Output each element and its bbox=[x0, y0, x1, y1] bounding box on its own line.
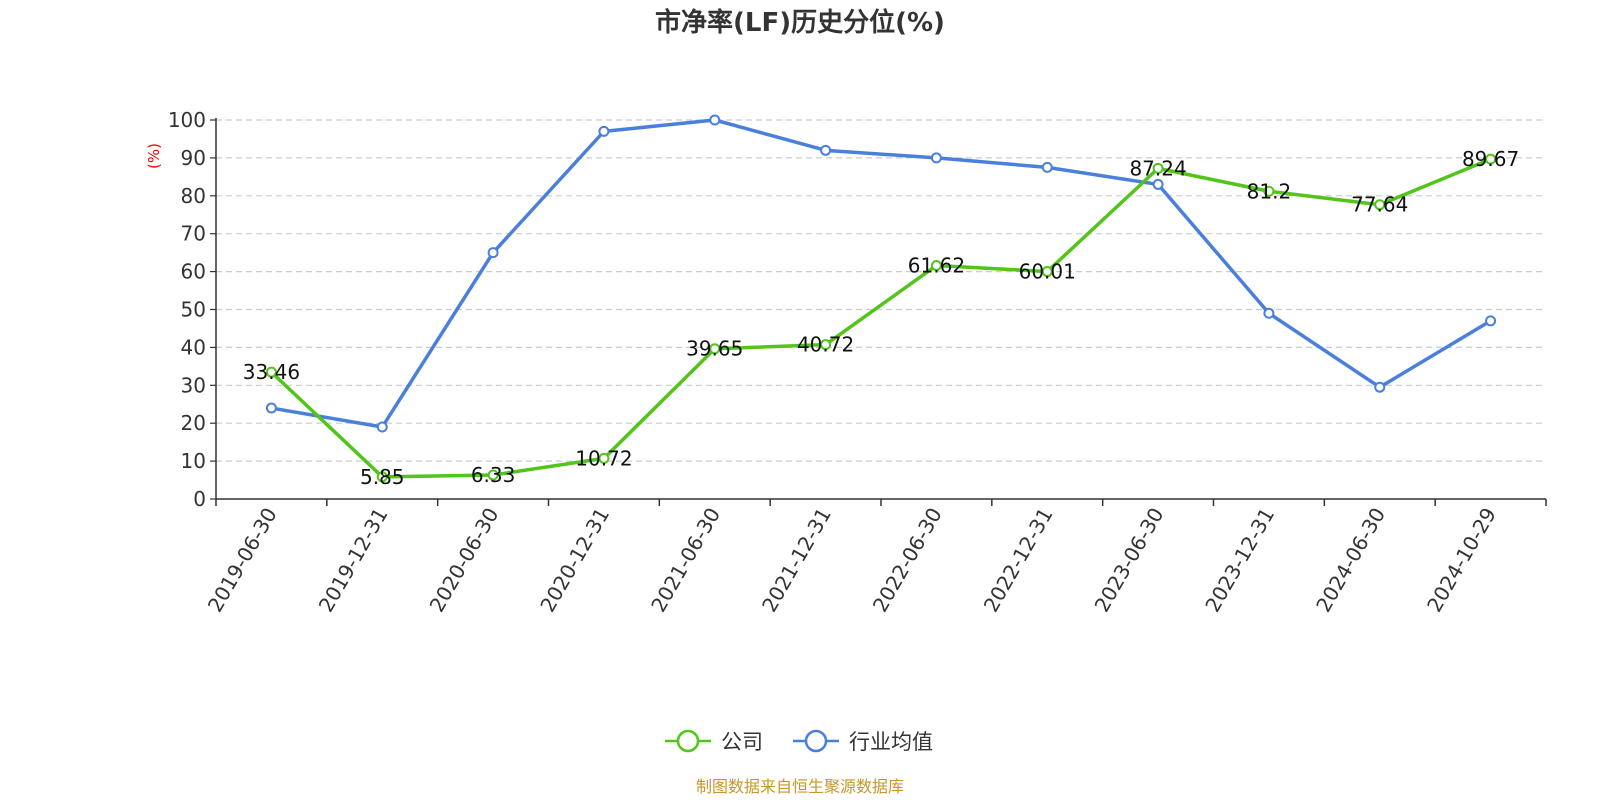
data-label: 39.65 bbox=[686, 337, 743, 361]
data-point[interactable] bbox=[1374, 381, 1386, 393]
data-label: 77.64 bbox=[1351, 193, 1408, 217]
data-label: 10.72 bbox=[575, 446, 632, 470]
data-label: 81.2 bbox=[1247, 179, 1292, 203]
data-label: 89.67 bbox=[1462, 147, 1519, 171]
data-point[interactable] bbox=[1263, 307, 1275, 319]
legend-label: 行业均值 bbox=[849, 730, 933, 754]
x-tick-label: 2020-12-31 bbox=[535, 504, 614, 617]
data-point[interactable] bbox=[1041, 161, 1053, 173]
y-tick-label: 20 bbox=[181, 411, 206, 435]
source-note: 制图数据来自恒生聚源数据库 bbox=[696, 777, 904, 796]
series-lines bbox=[265, 114, 1497, 483]
data-point[interactable] bbox=[265, 366, 277, 378]
series-line-1 bbox=[271, 118, 1492, 429]
data-point[interactable] bbox=[1485, 315, 1497, 327]
x-tick-label: 2021-06-30 bbox=[646, 504, 725, 617]
y-tick-label: 90 bbox=[181, 146, 206, 170]
y-tick-label: 50 bbox=[181, 298, 206, 322]
data-point[interactable] bbox=[1152, 178, 1164, 190]
data-point[interactable] bbox=[930, 152, 942, 164]
x-tick-label: 2019-12-31 bbox=[314, 504, 393, 617]
data-label: 5.85 bbox=[360, 465, 405, 489]
data-point[interactable] bbox=[1041, 266, 1053, 278]
legend[interactable]: 公司 行业均值 bbox=[665, 729, 933, 754]
series-line-0 bbox=[270, 157, 1492, 479]
legend-marker bbox=[676, 729, 700, 753]
data-point[interactable] bbox=[1485, 153, 1497, 165]
x-tick-label: 2022-06-30 bbox=[868, 504, 947, 617]
data-label: 6.33 bbox=[471, 463, 516, 487]
y-tick-label: 100 bbox=[168, 108, 206, 132]
x-tick-label: 2021-12-31 bbox=[757, 504, 836, 617]
data-point[interactable] bbox=[1374, 199, 1386, 211]
data-point[interactable] bbox=[376, 471, 388, 483]
data-label: 33.46 bbox=[243, 360, 300, 384]
data-label: 61.62 bbox=[908, 253, 965, 277]
data-point[interactable] bbox=[1263, 185, 1275, 197]
x-tick-label: 2024-06-30 bbox=[1311, 504, 1390, 617]
data-point[interactable] bbox=[487, 247, 499, 259]
y-tick-label: 70 bbox=[181, 222, 206, 246]
data-point[interactable] bbox=[376, 421, 388, 433]
y-tick-label: 60 bbox=[181, 260, 206, 284]
legend-item[interactable]: 公司 bbox=[665, 729, 763, 754]
x-tick-label: 2019-06-30 bbox=[203, 504, 282, 617]
data-labels: 33.46 5.85 6.33 10.72 39.65 40.72 61.62 60.01 87… bbox=[243, 147, 1519, 489]
data-point[interactable] bbox=[487, 469, 499, 481]
data-point[interactable] bbox=[265, 402, 277, 414]
data-point[interactable] bbox=[709, 343, 721, 355]
data-point[interactable] bbox=[709, 114, 721, 126]
chart-title: 市净率(LF)历史分位(%) bbox=[655, 7, 945, 38]
data-point[interactable] bbox=[820, 339, 832, 351]
data-label: 87.24 bbox=[1129, 156, 1186, 180]
x-tick-label: 2023-12-31 bbox=[1200, 504, 1279, 617]
legend-label: 公司 bbox=[721, 730, 763, 754]
legend-marker bbox=[804, 729, 828, 753]
x-tick-label: 2023-06-30 bbox=[1090, 504, 1169, 617]
x-tick-label: 2024-10-29 bbox=[1422, 504, 1501, 617]
y-tick-label: 30 bbox=[181, 373, 206, 397]
y-tick-label: 10 bbox=[181, 449, 206, 473]
data-point[interactable] bbox=[1152, 162, 1164, 174]
y-tick-label: 40 bbox=[181, 335, 206, 359]
data-point[interactable] bbox=[598, 125, 610, 137]
y-tick-label: 0 bbox=[193, 487, 206, 511]
data-point[interactable] bbox=[930, 259, 942, 271]
y-tick-label: 80 bbox=[181, 184, 206, 208]
legend-item[interactable]: 行业均值 bbox=[793, 729, 933, 754]
grid-lines bbox=[216, 119, 1546, 462]
data-point[interactable] bbox=[820, 144, 832, 156]
y-axis-label: (%) bbox=[145, 143, 163, 169]
data-label: 40.72 bbox=[797, 333, 854, 357]
data-label: 60.01 bbox=[1019, 260, 1076, 284]
data-point[interactable] bbox=[598, 452, 610, 464]
x-tick-label: 2020-06-30 bbox=[425, 504, 504, 617]
x-tick-label: 2022-12-31 bbox=[979, 504, 1058, 617]
